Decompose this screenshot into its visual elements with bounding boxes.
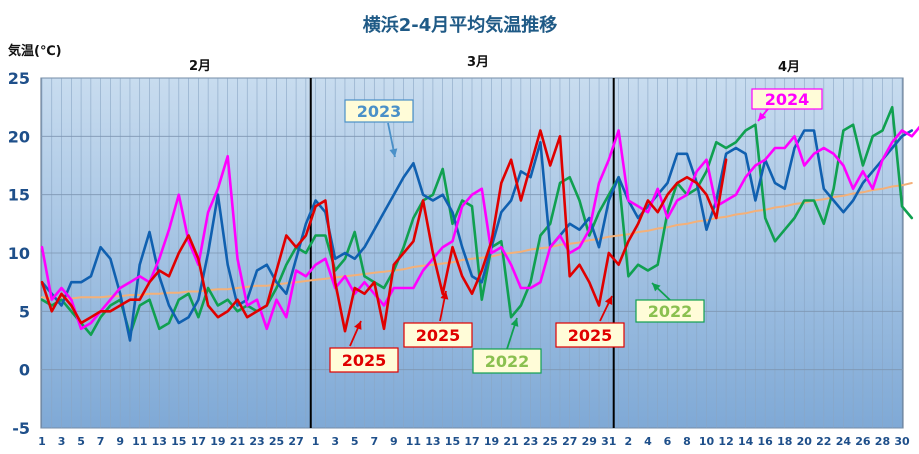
x-tick-label: 8	[683, 435, 691, 448]
annotation-arrowhead	[758, 112, 767, 121]
y-tick-label: -5	[12, 419, 30, 438]
annotation-group: 2023 2024 2025 2025 2025 2022 2022	[329, 88, 823, 374]
annotation-box	[329, 347, 399, 373]
annotation-label: 2022	[648, 302, 693, 321]
x-tick-label: 18	[777, 435, 792, 448]
x-tick-label: 25	[543, 435, 558, 448]
x-tick-label: 12	[718, 435, 733, 448]
series-group	[40, 105, 919, 342]
x-tick-label: 17	[191, 435, 206, 448]
x-tick-label: 29	[582, 435, 597, 448]
x-tick-label: 23	[523, 435, 538, 448]
series-line-2022	[40, 105, 914, 337]
month-label-mar: 3月	[467, 55, 489, 70]
x-tick-label: 15	[171, 435, 186, 448]
x-tick-label: 6	[664, 435, 672, 448]
x-tick-label: 10	[699, 435, 715, 448]
x-tick-label: 5	[351, 435, 359, 448]
annotation-box	[472, 348, 542, 374]
series-line-2025	[40, 129, 728, 333]
annotation-box	[344, 99, 414, 123]
x-tick-label: 3	[331, 435, 339, 448]
y-tick-label: 10	[8, 244, 30, 263]
x-tick-label: 4	[644, 435, 652, 448]
annotation-arrowhead	[510, 318, 519, 327]
y-tick-label: 0	[19, 361, 30, 380]
y-axis-label: 気温(℃)	[8, 43, 62, 59]
annotation-label: 2025	[342, 351, 387, 370]
x-tick-label: 7	[370, 435, 378, 448]
y-tick-label: 25	[8, 69, 30, 88]
x-tick-label: 13	[425, 435, 440, 448]
annotation-arrowhead	[652, 283, 661, 292]
x-tick-label: 30	[894, 435, 910, 448]
x-tick-label: 17	[464, 435, 479, 448]
x-tick-label: 11	[132, 435, 147, 448]
x-tick-label: 27	[562, 435, 577, 448]
x-tick-label: 19	[484, 435, 499, 448]
annotation-box	[751, 88, 823, 110]
annotation-label: 2025	[568, 326, 613, 345]
month-label-feb: 2月	[189, 59, 211, 74]
x-tick-label: 31	[601, 435, 616, 448]
x-tick-label: 21	[230, 435, 245, 448]
annotation-arrowhead	[604, 296, 613, 305]
annotation-label: 2025	[416, 326, 461, 345]
month-dividers	[309, 78, 615, 428]
annotation-label: 2024	[765, 90, 810, 109]
series-line-2024	[40, 125, 919, 331]
annotation-box	[403, 322, 473, 348]
x-tick-label: 13	[152, 435, 167, 448]
annotation-box	[555, 322, 625, 348]
x-tick-label: 21	[503, 435, 518, 448]
x-tick-label: 2	[625, 435, 633, 448]
month-label-apr: 4月	[778, 60, 800, 75]
x-tick-label: 3	[58, 435, 66, 448]
x-tick-label: 27	[288, 435, 303, 448]
x-tick-label: 1	[312, 435, 320, 448]
annotation-arrowhead	[389, 148, 398, 157]
x-tick-label: 1	[38, 435, 46, 448]
x-tick-label: 24	[836, 435, 852, 448]
y-tick-label: 5	[19, 302, 30, 321]
annotation-label: 2023	[357, 102, 402, 121]
x-tick-label: 9	[116, 435, 124, 448]
x-tick-label: 15	[445, 435, 460, 448]
x-tick-label: 28	[875, 435, 890, 448]
x-tick-label: 9	[390, 435, 398, 448]
annotation-label: 2022	[485, 352, 530, 371]
x-tick-label: 19	[210, 435, 225, 448]
annotation-arrowhead	[440, 291, 449, 300]
x-tick-label: 7	[97, 435, 105, 448]
x-tick-label: 20	[797, 435, 813, 448]
annotation-arrowhead	[354, 321, 362, 330]
x-tick-label: 16	[758, 435, 774, 448]
y-tick-label: 20	[8, 127, 30, 146]
x-tick-label: 25	[269, 435, 284, 448]
x-tick-label: 23	[249, 435, 264, 448]
x-tick-label: 22	[816, 435, 831, 448]
x-tick-label: 5	[77, 435, 85, 448]
x-tick-label: 14	[738, 435, 754, 448]
y-tick-label: 15	[8, 186, 30, 205]
chart-title: 横浜2-4月平均気温推移	[363, 14, 558, 36]
x-tick-label: 26	[855, 435, 871, 448]
x-tick-label: 11	[406, 435, 421, 448]
